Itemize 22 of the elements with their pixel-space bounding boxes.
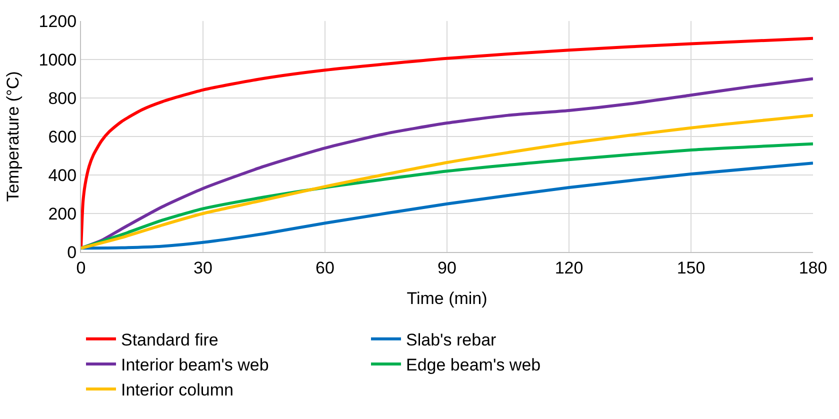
y-tick-label: 200 — [48, 204, 77, 224]
y-tick-label: 600 — [48, 127, 77, 146]
legend-label: Interior beam's web — [121, 356, 269, 375]
y-tick-label: 400 — [48, 166, 77, 185]
x-tick-label: 60 — [316, 258, 334, 278]
y-tick-label: 0 — [67, 242, 77, 262]
line-series — [81, 162, 813, 250]
x-tick-label: 120 — [554, 258, 584, 278]
x-tick-label: 30 — [194, 258, 212, 278]
legend-label: Slab's rebar — [406, 330, 497, 350]
y-tick-label: 800 — [48, 88, 77, 108]
y-axis-title: Temperature (°C) — [3, 71, 22, 202]
y-tick-label: 1200 — [38, 12, 77, 31]
x-tick-label: 150 — [676, 258, 706, 278]
legend-label: Interior column — [121, 380, 234, 400]
x-tick-label: 90 — [438, 258, 456, 278]
x-tick-label: 180 — [798, 258, 828, 278]
y-tick-label: 1000 — [38, 50, 77, 70]
legend-label: Edge beam's web — [406, 356, 541, 375]
line-series — [81, 114, 813, 250]
legend-label: Standard fire — [121, 330, 218, 350]
x-axis-title: Time (min) — [406, 288, 488, 308]
